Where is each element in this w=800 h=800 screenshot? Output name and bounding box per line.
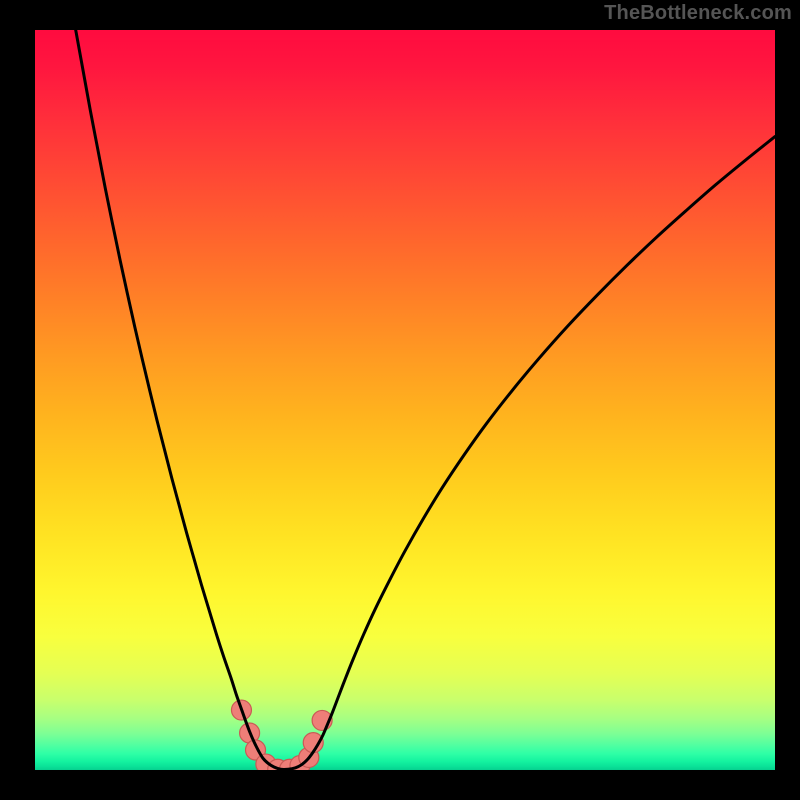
- watermark-text: TheBottleneck.com: [604, 2, 792, 25]
- marker-group: [231, 700, 332, 770]
- bottleneck-curve: [76, 30, 775, 769]
- curve-layer: [35, 30, 775, 770]
- plot-area: [35, 30, 775, 770]
- chart-canvas: TheBottleneck.com: [0, 0, 800, 800]
